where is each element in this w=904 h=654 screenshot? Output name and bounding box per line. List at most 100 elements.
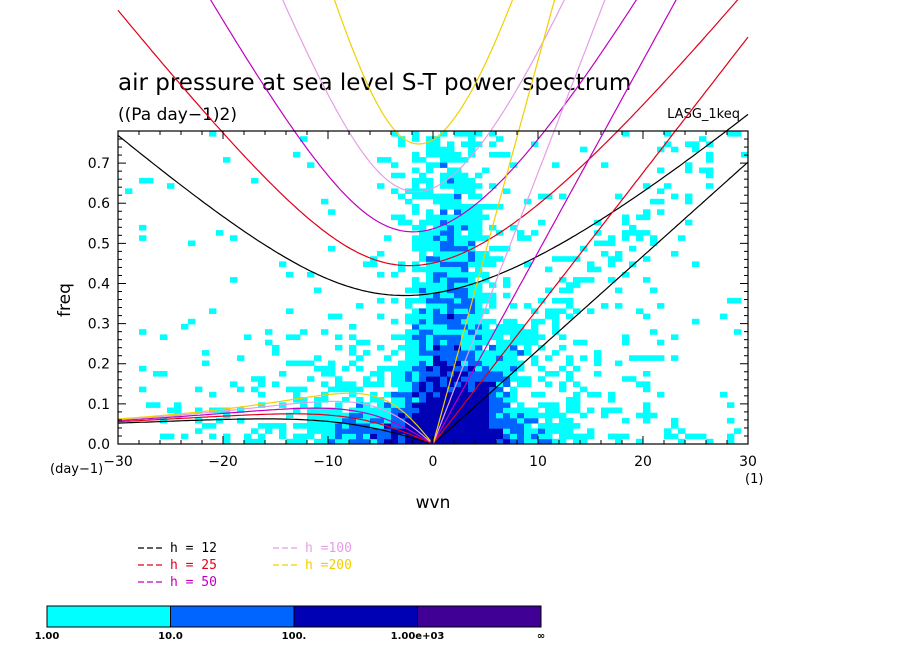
heat-cell [335,313,343,320]
heat-cell [468,219,476,226]
heat-cell [629,230,637,236]
heat-cell [405,397,413,403]
heat-cell [412,324,420,330]
x-unit-label: (1) [745,472,763,487]
heat-cell [433,282,441,288]
heat-cell [496,433,504,440]
heat-cell [363,438,371,444]
heat-cell [538,438,546,444]
heat-cell [447,183,455,189]
heat-cell [489,282,497,288]
heat-cell [482,292,490,299]
heat-cell [468,240,476,247]
heat-cell [496,428,504,434]
heat-cell [454,261,462,267]
heat-cell [461,256,469,262]
heat-cell [461,282,469,288]
heat-cell [328,313,336,320]
heat-cell [370,438,378,444]
heat-cell [706,183,714,189]
heat-cell [328,407,336,414]
heat-cell [671,334,679,340]
heat-cell [433,230,441,236]
heat-cell [265,339,273,346]
heat-cell [363,423,371,429]
heat-cell [356,428,364,434]
heat-cell [545,423,553,429]
heat-cell [419,329,427,335]
heat-cell [426,188,434,194]
heat-cell [419,339,427,346]
spectrum-contours [125,131,748,444]
heat-cell [657,339,665,346]
heat-cell [328,365,336,372]
heat-cell [433,245,441,252]
heat-cell [419,407,427,414]
heat-cell [545,417,553,424]
heat-cell [510,350,518,356]
heat-cell [489,438,497,444]
heat-cell [482,397,490,403]
heat-cell [629,355,637,361]
heat-cell [426,318,434,325]
heat-cell [398,219,406,226]
heat-cell [615,251,623,257]
x-tick-label: −20 [208,454,238,470]
heat-cell [482,167,490,174]
heat-cell [657,167,665,174]
heat-cell [489,303,497,309]
heat-cell [517,360,525,367]
heat-cell [447,146,455,153]
heat-cell [272,381,280,387]
heat-cell [405,329,413,335]
heat-cell [293,386,301,393]
heat-cell [608,397,616,403]
heat-cell [412,350,420,356]
heat-cell [510,407,518,414]
heat-cell [412,313,420,320]
heat-cell [531,339,539,346]
heat-cell [664,141,672,147]
heat-cell [468,151,476,158]
heat-cell [426,428,434,434]
heat-cell [356,355,364,361]
heat-cell [433,251,441,257]
heat-cell [286,271,294,278]
heat-cell [426,209,434,215]
heat-cell [398,381,406,387]
heat-cell [552,371,560,377]
heat-cell [468,271,476,278]
kelvin-curve-h12 [432,161,749,444]
heat-cell [356,386,364,393]
colorbar-segment [46,605,171,628]
heat-cell [440,287,448,294]
heat-cell [622,131,630,137]
heat-cell [468,365,476,372]
heat-cell [475,428,483,434]
heat-cell [580,146,588,153]
heat-cell [510,433,518,440]
heat-cell [699,433,707,440]
heat-cell [643,407,651,414]
y-tick-label: 0.7 [88,156,110,172]
heat-cell [545,407,553,414]
heat-cell [433,329,441,335]
heat-cell [496,136,504,142]
heat-cell [398,402,406,408]
heat-cell [650,329,658,335]
heat-cell [314,355,322,361]
heat-cell [426,183,434,189]
heat-cell [461,391,469,398]
heat-cell [468,308,476,314]
heat-cell [496,423,504,429]
heat-cell [300,136,308,142]
heat-cell [475,209,483,215]
heat-cell [727,438,735,444]
heat-cell [468,344,476,351]
heat-cell [426,433,434,440]
heat-cell [503,151,511,158]
heat-cell [461,350,469,356]
heat-cell [524,412,532,419]
heat-cell [447,167,455,174]
colorbar-segment [170,605,295,628]
